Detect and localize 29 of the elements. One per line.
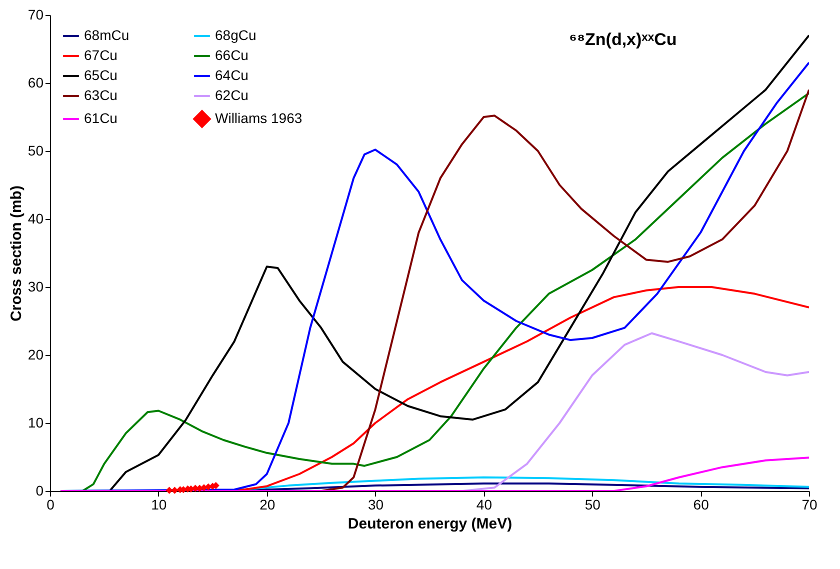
legend-label: 67Cu <box>84 47 118 63</box>
y-tick-label: 70 <box>28 6 44 22</box>
legend-label: 63Cu <box>84 87 118 103</box>
legend-label: 66Cu <box>215 47 248 63</box>
y-tick-label: 50 <box>28 142 44 158</box>
x-axis-title: Deuteron energy (MeV) <box>348 516 512 532</box>
y-tick-label: 0 <box>36 482 44 498</box>
legend-label: 61Cu <box>84 110 118 126</box>
x-tick-label: 50 <box>584 496 601 512</box>
y-tick-label: 40 <box>28 210 44 226</box>
y-tick-label: 60 <box>28 74 44 90</box>
legend-label: 62Cu <box>215 87 248 103</box>
x-tick-label: 10 <box>151 496 167 512</box>
legend-label: Williams 1963 <box>215 110 302 126</box>
y-axis-title: Cross section (mb) <box>8 186 25 322</box>
x-tick-label: 0 <box>46 496 55 512</box>
legend-label: 68gCu <box>215 27 256 43</box>
y-tick-label: 30 <box>28 278 44 294</box>
y-tick-label: 10 <box>28 414 44 430</box>
legend-label: 68mCu <box>84 27 130 43</box>
text: ⁶⁸Zn(d,x)ˣˣCu <box>569 30 677 49</box>
x-tick-label: 30 <box>368 496 384 512</box>
x-tick-label: 40 <box>476 496 492 512</box>
y-tick-label: 20 <box>28 346 44 362</box>
legend-label: 64Cu <box>215 67 248 83</box>
x-tick-label: 20 <box>260 496 276 512</box>
x-tick-label: 60 <box>693 496 710 512</box>
x-tick-label: 70 <box>802 496 818 512</box>
legend-label: 65Cu <box>84 67 118 83</box>
